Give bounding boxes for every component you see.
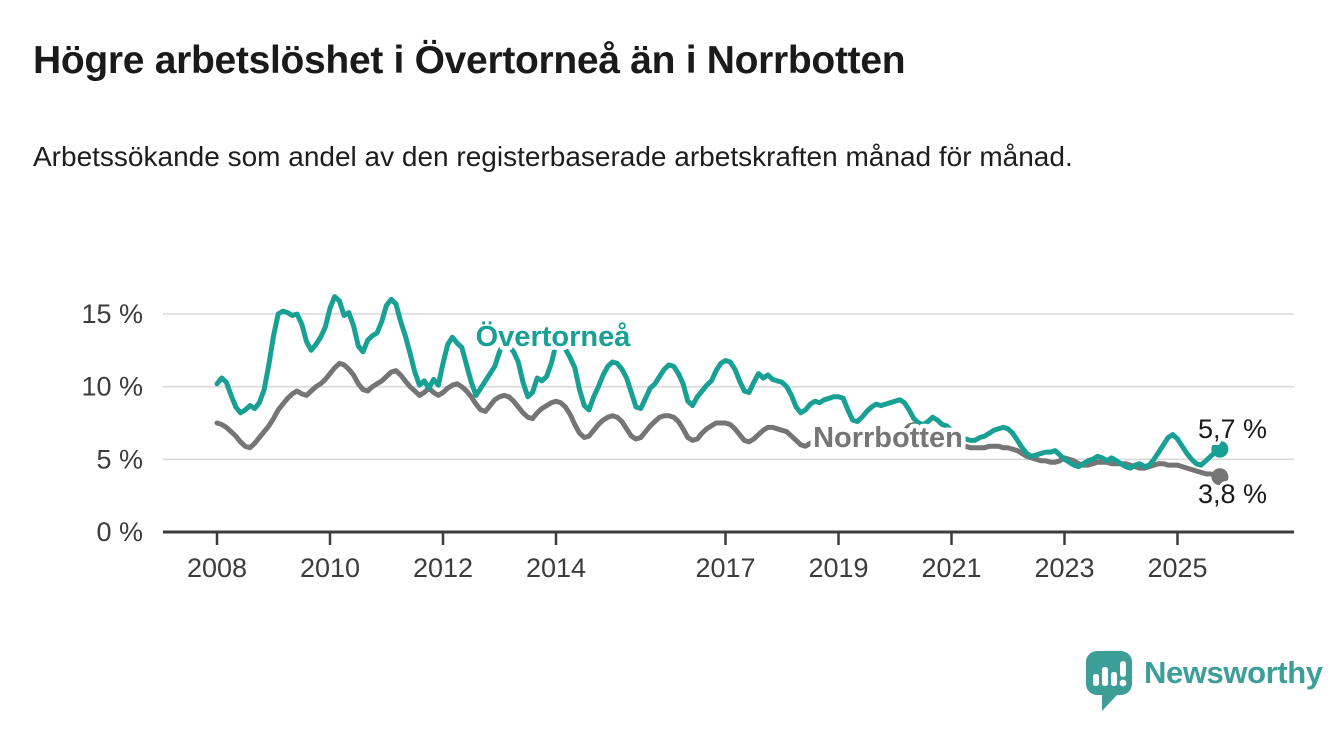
overtornea-series-label: Övertorneå bbox=[476, 320, 632, 353]
chart-subtitle: Arbetssökande som andel av den registerb… bbox=[33, 141, 1073, 172]
x-tick-label-2008: 2008 bbox=[187, 553, 247, 583]
x-tick-label-2012: 2012 bbox=[413, 553, 473, 583]
x-tick-label-2010: 2010 bbox=[300, 553, 360, 583]
x-tick-label-2023: 2023 bbox=[1034, 553, 1094, 583]
y-tick-label-0: 0 % bbox=[96, 517, 143, 547]
x-tick-label-2017: 2017 bbox=[695, 553, 755, 583]
newsworthy-logo: Newsworthy bbox=[1085, 650, 1323, 712]
overtornea-line bbox=[214, 294, 1223, 471]
x-tick-label-2019: 2019 bbox=[808, 553, 868, 583]
y-tick-label-10: 10 % bbox=[81, 372, 143, 402]
newsworthy-logo-icon bbox=[1086, 651, 1132, 711]
x-tick-label-2021: 2021 bbox=[921, 553, 981, 583]
norrbotten-end-value: 3,8 % bbox=[1198, 479, 1267, 509]
chart-headline: Högre arbetslöshet i Övertorneå än i Nor… bbox=[33, 39, 906, 82]
x-tick-label-2025: 2025 bbox=[1147, 553, 1207, 583]
newsworthy-logo-text: Newsworthy bbox=[1144, 655, 1323, 690]
y-tick-label-5: 5 % bbox=[96, 444, 143, 474]
norrbotten-series-label: Norrbotten bbox=[813, 422, 963, 454]
norrbotten-end-dot bbox=[1211, 468, 1229, 486]
overtornea-end-dot bbox=[1211, 440, 1229, 458]
norrbotten-line bbox=[214, 360, 1223, 480]
x-tick-label-2014: 2014 bbox=[526, 553, 586, 583]
y-tick-label-15: 15 % bbox=[81, 299, 143, 329]
overtornea-end-value: 5,7 % bbox=[1198, 414, 1267, 444]
